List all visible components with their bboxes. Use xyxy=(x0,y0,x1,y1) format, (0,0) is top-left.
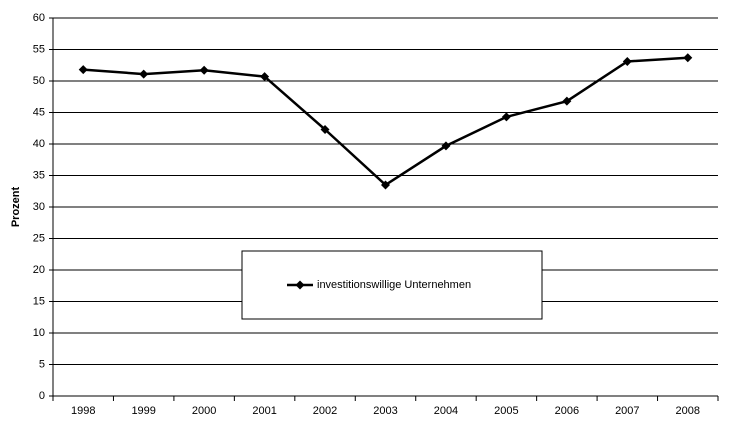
y-tick-label: 60 xyxy=(33,12,45,24)
x-tick-label: 2003 xyxy=(373,405,397,417)
point-marker xyxy=(78,65,88,75)
point-marker xyxy=(441,141,451,151)
point-marker xyxy=(139,69,149,79)
y-tick-label: 20 xyxy=(33,264,45,276)
y-axis-label: Prozent xyxy=(10,186,22,227)
y-tick-label: 30 xyxy=(33,201,45,213)
x-tick-label: 2004 xyxy=(434,405,458,417)
y-tick-label: 35 xyxy=(33,169,45,181)
point-marker xyxy=(622,56,632,66)
y-tick-label: 55 xyxy=(33,43,45,55)
point-marker xyxy=(260,72,270,82)
y-tick-label: 40 xyxy=(33,138,45,150)
y-tick-label: 10 xyxy=(33,327,45,339)
x-tick-label: 1998 xyxy=(71,405,95,417)
x-tick-label: 2001 xyxy=(252,405,276,417)
y-tick-label: 5 xyxy=(39,358,45,370)
y-tick-label: 0 xyxy=(39,390,45,402)
x-tick-label: 2007 xyxy=(615,405,639,417)
legend-marker xyxy=(295,280,305,290)
legend-label: investitionswillige Unternehmen xyxy=(317,279,471,291)
x-tick-label: 2006 xyxy=(555,405,579,417)
y-tick-label: 50 xyxy=(33,75,45,87)
point-marker xyxy=(199,65,209,75)
x-tick-label: 2005 xyxy=(494,405,518,417)
point-marker xyxy=(501,112,511,122)
x-tick-label: 2002 xyxy=(313,405,337,417)
point-marker xyxy=(562,96,572,106)
point-marker xyxy=(381,180,390,190)
y-tick-label: 15 xyxy=(33,295,45,307)
y-tick-label: 45 xyxy=(33,106,45,118)
x-tick-label: 2008 xyxy=(676,405,700,417)
point-marker xyxy=(683,53,693,63)
series-line xyxy=(83,56,688,187)
point-marker xyxy=(320,125,330,135)
y-tick-label: 25 xyxy=(33,232,45,244)
x-tick-label: 2000 xyxy=(192,405,216,417)
x-tick-label: 1999 xyxy=(131,405,155,417)
